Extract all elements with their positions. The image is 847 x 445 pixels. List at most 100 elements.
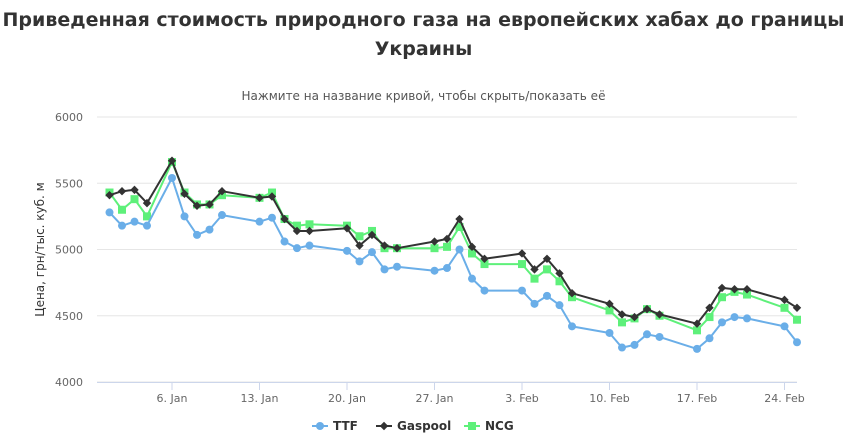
data-point-ttf [655, 332, 664, 341]
data-point-ttf [205, 225, 214, 234]
data-point-gaspool [167, 156, 177, 165]
data-point-ttf [693, 344, 701, 353]
data-point-ttf [368, 248, 376, 257]
y-axis-title: Цена, грн/тыс. куб. м [33, 182, 47, 316]
data-point-ttf [255, 217, 264, 226]
data-point-ncg [143, 212, 151, 221]
data-point-gaspool [530, 265, 539, 274]
data-point-ttf [730, 313, 739, 322]
data-point-gaspool [717, 283, 727, 293]
y-tick-label: 5500 [55, 177, 83, 190]
data-point-ncg [555, 277, 564, 286]
legend-item-gaspool[interactable]: Gaspool [376, 419, 451, 433]
data-point-ttf [793, 338, 801, 347]
data-point-gaspool [567, 289, 577, 298]
data-point-ttf [393, 262, 401, 271]
chart-title-line-2: Украины [374, 38, 473, 60]
data-point-ttf [518, 286, 526, 295]
series-line-gaspool [109, 159, 798, 325]
data-point-gaspool [480, 254, 489, 263]
data-point-gaspool [205, 200, 214, 209]
data-point-ncg [118, 205, 126, 214]
x-tick-label: 24. Feb [764, 392, 804, 405]
data-point-ncg [455, 222, 464, 231]
data-point-ttf [193, 230, 201, 239]
data-point-gaspool [730, 285, 739, 294]
data-point-ncg [293, 221, 301, 230]
data-point-ncg [718, 293, 726, 302]
data-point-ttf [568, 322, 576, 331]
data-point-gaspool [642, 304, 652, 314]
legend-item-ttf[interactable]: TTF [312, 419, 358, 433]
data-point-gaspool [267, 192, 277, 201]
legend-item-ncg[interactable]: NCG [464, 419, 514, 433]
data-point-gaspool [342, 224, 352, 233]
legend-symbol-marker [468, 422, 476, 430]
x-tick-label: 13. Jan [241, 392, 279, 405]
data-point-gaspool [392, 243, 402, 253]
data-point-ttf [143, 221, 151, 230]
data-point-ttf [443, 264, 451, 273]
y-tick-label: 6000 [55, 111, 83, 124]
data-point-ttf [218, 211, 226, 220]
legend-label: NCG [485, 419, 514, 433]
data-point-ttf [293, 244, 301, 253]
data-point-gaspool [692, 319, 702, 328]
data-point-ncg [355, 232, 364, 241]
data-point-ttf [705, 334, 714, 343]
data-point-gaspool [605, 299, 614, 309]
series-ncg [105, 158, 801, 335]
y-tick-label: 4500 [55, 310, 83, 323]
data-point-ncg [793, 315, 801, 324]
data-point-ncg [618, 318, 626, 327]
data-point-gaspool [742, 285, 752, 294]
data-point-ncg [693, 326, 701, 335]
data-point-ttf [305, 241, 314, 250]
data-point-ttf [543, 291, 551, 300]
legend-label: TTF [333, 419, 358, 433]
data-point-ttf [780, 322, 789, 331]
data-point-ncg [530, 274, 539, 283]
chart-title: Приведенная стоимость природного газа на… [0, 6, 847, 64]
data-point-ncg [130, 195, 139, 204]
y-tick-label: 4000 [55, 376, 83, 389]
data-point-gaspool [467, 242, 477, 252]
data-point-gaspool [292, 226, 302, 236]
x-tick-label: 27. Jan [416, 392, 454, 405]
data-point-ttf [618, 343, 626, 352]
data-point-gaspool [305, 226, 314, 236]
data-point-ttf [743, 314, 751, 323]
data-point-ncg [518, 260, 526, 269]
y-tick-label: 5000 [55, 244, 83, 257]
data-point-ncg [305, 220, 314, 229]
data-point-ttf [555, 301, 564, 310]
x-tick-label: 20. Jan [328, 392, 366, 405]
data-point-gaspool [280, 214, 289, 224]
data-point-gaspool [792, 303, 802, 312]
data-point-ttf [118, 221, 126, 230]
data-point-gaspool [355, 241, 364, 250]
data-point-ttf [530, 299, 539, 308]
data-point-ttf [130, 217, 139, 226]
data-point-gaspool [442, 234, 452, 244]
data-point-ncg [705, 313, 714, 322]
series-line-ncg [108, 161, 798, 332]
data-point-ttf [268, 213, 276, 222]
data-point-ttf [380, 265, 389, 274]
data-point-ttf [630, 340, 639, 349]
data-point-gaspool [380, 241, 389, 250]
x-tick-label: 10. Feb [589, 392, 629, 405]
data-point-ttf [605, 328, 614, 337]
data-point-ttf [355, 257, 364, 266]
data-point-gaspool [780, 295, 789, 305]
data-point-ttf [480, 286, 489, 295]
x-tick-label: 17. Feb [677, 392, 717, 405]
data-point-gaspool [130, 185, 139, 195]
data-point-ncg [443, 242, 451, 251]
x-tick-label: 3. Feb [505, 392, 538, 405]
data-point-gaspool [255, 193, 264, 203]
data-point-gaspool [617, 310, 627, 319]
chart-subtitle: Нажмите на название кривой, чтобы скрыть… [241, 89, 606, 103]
data-point-ttf [343, 246, 351, 255]
